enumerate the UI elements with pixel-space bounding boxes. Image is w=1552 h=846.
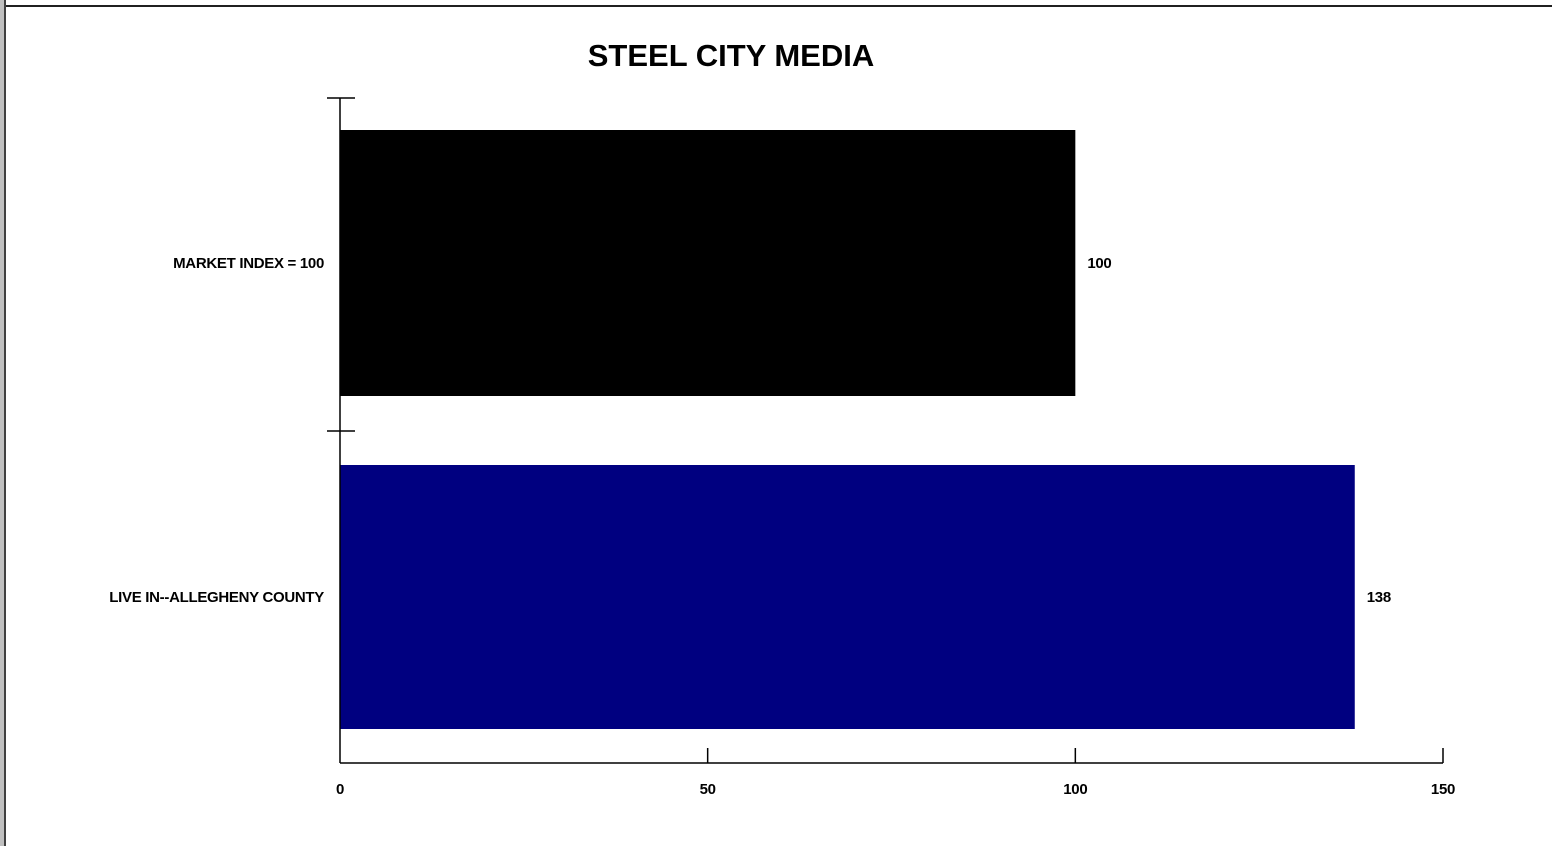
category-label-1: LIVE IN--ALLEGHENY COUNTY bbox=[109, 589, 324, 606]
bars-group bbox=[340, 130, 1355, 729]
x-tick-label-3: 150 bbox=[1431, 781, 1455, 798]
x-tick-label-1: 50 bbox=[700, 781, 716, 798]
top-border bbox=[0, 0, 1552, 7]
chart-title: STEEL CITY MEDIA bbox=[588, 38, 875, 73]
bar-0 bbox=[340, 130, 1076, 396]
axes-group bbox=[327, 97, 1444, 764]
value-label-1: 138 bbox=[1367, 589, 1391, 606]
x-tick-label-0: 0 bbox=[336, 781, 344, 798]
left-border bbox=[0, 0, 6, 846]
bar-1 bbox=[340, 465, 1355, 729]
x-tick-label-2: 100 bbox=[1063, 781, 1087, 798]
value-label-0: 100 bbox=[1087, 255, 1111, 272]
labels-group: 0 50 100 150 MARKET INDEX = 100 LIVE IN--ALLE… bbox=[109, 255, 1455, 798]
category-label-0: MARKET INDEX = 100 bbox=[173, 255, 324, 272]
